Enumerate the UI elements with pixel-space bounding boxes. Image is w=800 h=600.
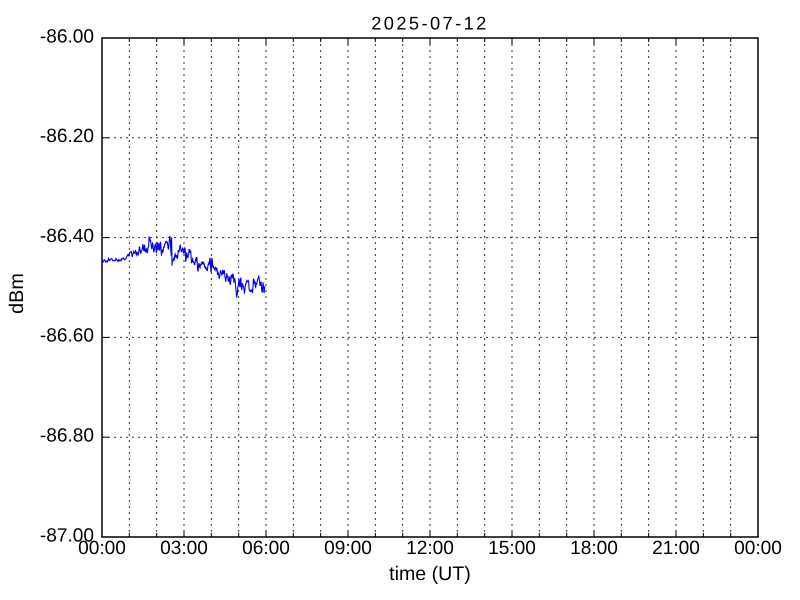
svg-text:-86.40: -86.40 [40, 226, 94, 247]
svg-text:21:00: 21:00 [652, 538, 700, 559]
svg-text:-86.00: -86.00 [40, 26, 94, 47]
svg-text:-86.20: -86.20 [40, 126, 94, 147]
svg-text:03:00: 03:00 [160, 538, 208, 559]
svg-text:09:00: 09:00 [324, 538, 372, 559]
svg-text:18:00: 18:00 [570, 538, 618, 559]
svg-text:12:00: 12:00 [406, 538, 454, 559]
svg-text:-86.60: -86.60 [40, 326, 94, 347]
svg-text:15:00: 15:00 [488, 538, 536, 559]
svg-text:00:00: 00:00 [734, 538, 782, 559]
svg-text:dBm: dBm [6, 273, 28, 314]
svg-text:06:00: 06:00 [242, 538, 290, 559]
svg-text:time (UT): time (UT) [389, 563, 471, 585]
svg-text:2025-07-12: 2025-07-12 [371, 13, 489, 34]
svg-text:-86.80: -86.80 [40, 426, 94, 447]
svg-text:-87.00: -87.00 [40, 525, 94, 546]
